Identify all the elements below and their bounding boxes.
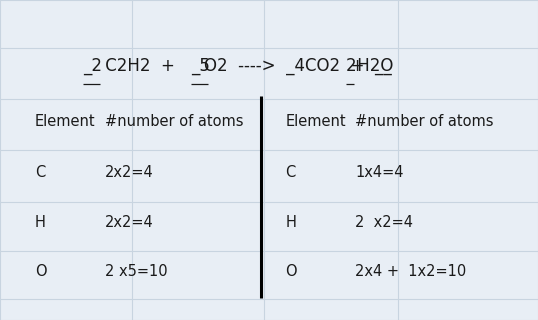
Text: O2  ---->  _4CO2  +  __: O2 ----> _4CO2 + __ (204, 57, 392, 75)
Text: H: H (35, 215, 46, 230)
Text: _5: _5 (191, 57, 210, 75)
Text: _2: _2 (83, 57, 102, 75)
Text: 2x2=4: 2x2=4 (105, 215, 154, 230)
Text: #number of atoms: #number of atoms (105, 114, 243, 129)
Text: 2x4 +  1x2=10: 2x4 + 1x2=10 (355, 265, 466, 279)
Text: 2: 2 (346, 57, 357, 75)
Text: C: C (35, 165, 45, 180)
Text: C2H2  +: C2H2 + (100, 57, 186, 75)
Text: #number of atoms: #number of atoms (355, 114, 493, 129)
Text: Element: Element (35, 114, 96, 129)
Text: 2  x2=4: 2 x2=4 (355, 215, 413, 230)
Text: C: C (285, 165, 295, 180)
Text: O: O (35, 265, 47, 279)
Text: Element: Element (285, 114, 346, 129)
Text: 1x4=4: 1x4=4 (355, 165, 404, 180)
Text: H2O: H2O (352, 57, 394, 75)
Text: O: O (285, 265, 297, 279)
Text: 2 x5=10: 2 x5=10 (105, 265, 167, 279)
Text: 2x2=4: 2x2=4 (105, 165, 154, 180)
Text: H: H (285, 215, 296, 230)
